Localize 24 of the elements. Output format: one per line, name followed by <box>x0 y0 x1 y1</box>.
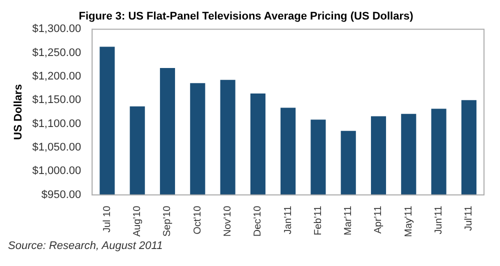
y-tick-label: $1,100.00 <box>32 118 82 130</box>
x-tick-label: Jul'11 <box>464 205 475 231</box>
x-tick-label: Dec'10 <box>252 205 264 237</box>
x-tick-label: May'11 <box>403 205 414 238</box>
y-tick-label: $1,050.00 <box>32 142 82 154</box>
x-tick-label: Aug'10 <box>132 205 144 237</box>
y-axis-title: US Dollars <box>12 84 25 140</box>
chart-title: Figure 3: US Flat-Panel Televisions Average Pricing (US Dollars) <box>78 10 414 23</box>
y-tick-label: $950.00 <box>41 188 82 201</box>
y-tick-label: $1,200.00 <box>32 70 82 83</box>
x-tick-label: Mar'11 <box>343 205 354 236</box>
y-tick-label: $1,250.00 <box>32 46 82 59</box>
y-tick-label: $1,300.00 <box>32 23 82 36</box>
x-tick-label: Jan'11 <box>282 205 294 234</box>
x-tick-label: Oct'10 <box>192 205 204 234</box>
x-tick-label: Apr'11 <box>373 205 384 234</box>
x-tick-label: Feb'11 <box>312 205 324 236</box>
x-tick-label: Nov'10 <box>222 205 234 237</box>
y-tick-label: $1,000.00 <box>32 165 82 178</box>
x-tick-label: Jul 10 <box>102 205 113 233</box>
x-tick-label: Sep'10 <box>162 205 174 237</box>
x-tick-label: Jun'11 <box>434 205 445 234</box>
y-tick-label: $1,150.00 <box>32 94 82 106</box>
source-note: Source: Research, August 2011 <box>8 240 164 252</box>
